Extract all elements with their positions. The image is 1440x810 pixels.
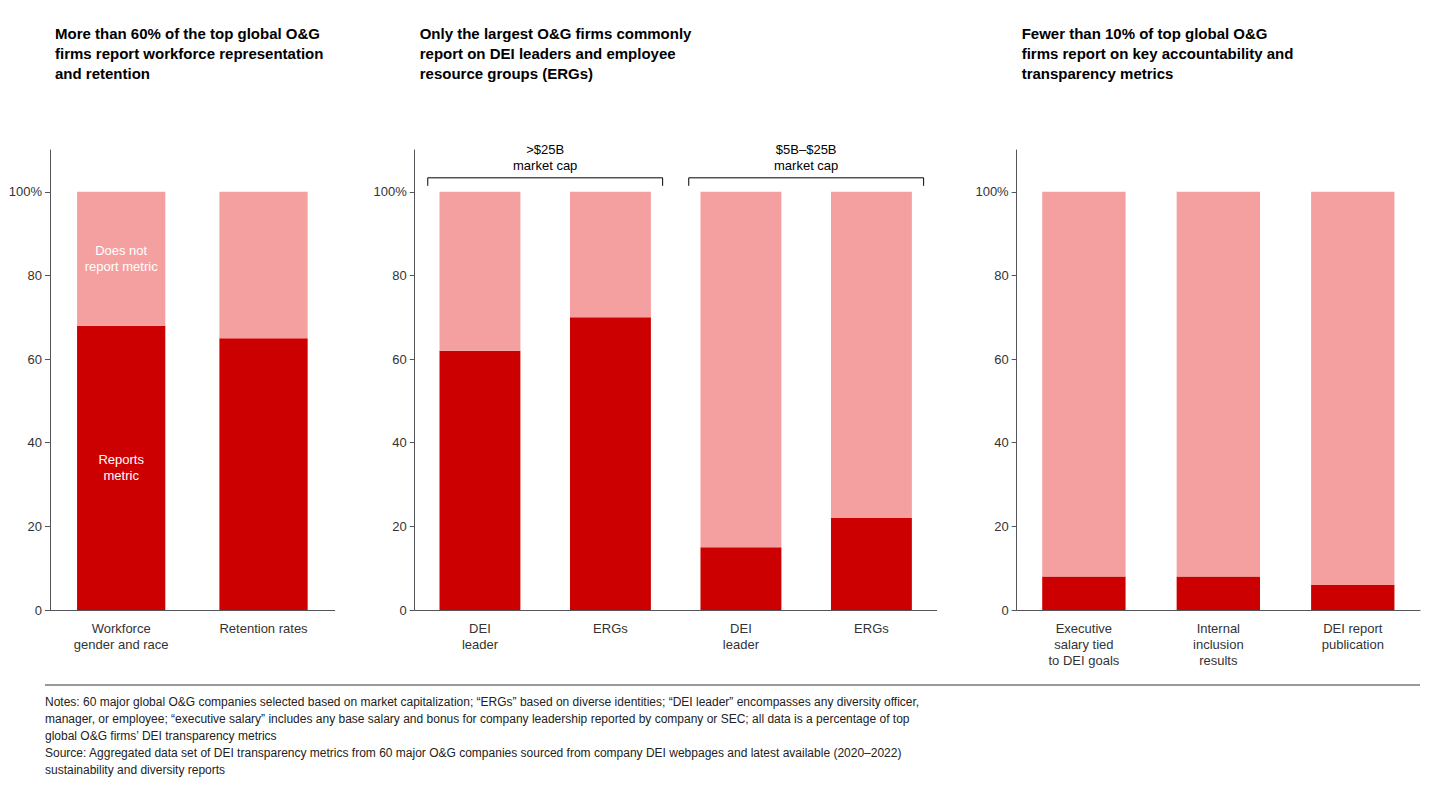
svg-text:Retention rates: Retention rates: [219, 621, 308, 636]
svg-text:$5B–$25B: $5B–$25B: [776, 142, 837, 157]
svg-text:0: 0: [1001, 603, 1008, 618]
svg-text:20: 20: [392, 519, 406, 534]
svg-text:and retention: and retention: [55, 65, 150, 82]
svg-text:transparency metrics: transparency metrics: [1022, 65, 1174, 82]
svg-text:40: 40: [392, 435, 406, 450]
svg-text:40: 40: [994, 435, 1008, 450]
svg-text:firms report on key accountabi: firms report on key accountability and: [1022, 45, 1294, 62]
svg-text:40: 40: [28, 435, 42, 450]
svg-text:to DEI goals: to DEI goals: [1048, 653, 1119, 668]
svg-text:0: 0: [35, 603, 42, 618]
svg-text:salary tied: salary tied: [1054, 637, 1113, 652]
svg-text:report on DEI leaders and empl: report on DEI leaders and employee: [420, 45, 676, 62]
svg-text:Source: Aggregated data set of: Source: Aggregated data set of DEI trans…: [45, 746, 901, 760]
svg-text:metric: metric: [103, 468, 139, 483]
svg-text:manager, or employee; “executi: manager, or employee; “executive salary”…: [45, 712, 910, 726]
svg-text:100%: 100%: [9, 184, 43, 199]
svg-text:Executive: Executive: [1056, 621, 1112, 636]
svg-text:firms report workforce represe: firms report workforce representation: [55, 45, 323, 62]
svg-text:ERGs: ERGs: [854, 621, 889, 636]
svg-text:60: 60: [994, 352, 1008, 367]
svg-text:20: 20: [994, 519, 1008, 534]
svg-text:results: results: [1199, 653, 1238, 668]
svg-text:100%: 100%: [373, 184, 407, 199]
svg-text:Workforce: Workforce: [92, 621, 151, 636]
svg-text:>$25B: >$25B: [526, 142, 564, 157]
svg-text:leader: leader: [723, 637, 760, 652]
svg-text:More than 60% of the top globa: More than 60% of the top global O&G: [55, 25, 320, 42]
svg-text:60: 60: [392, 352, 406, 367]
svg-text:20: 20: [28, 519, 42, 534]
svg-text:0: 0: [399, 603, 406, 618]
svg-text:inclusion: inclusion: [1193, 637, 1244, 652]
svg-text:report metric: report metric: [85, 259, 158, 274]
svg-text:ERGs: ERGs: [593, 621, 628, 636]
svg-text:Fewer than 10% of top global O: Fewer than 10% of top global O&G: [1022, 25, 1268, 42]
svg-text:gender and race: gender and race: [74, 637, 169, 652]
svg-text:global O&G firms’ DEI transpar: global O&G firms’ DEI transparency metri…: [45, 729, 277, 743]
svg-text:Does not: Does not: [95, 243, 147, 258]
svg-text:sustainability and diversity r: sustainability and diversity reports: [45, 763, 225, 777]
svg-text:market cap: market cap: [513, 158, 577, 173]
svg-text:Notes: 60 major global O&G com: Notes: 60 major global O&G companies sel…: [45, 695, 919, 709]
svg-text:80: 80: [994, 268, 1008, 283]
svg-text:80: 80: [392, 268, 406, 283]
svg-text:DEI: DEI: [469, 621, 491, 636]
svg-text:leader: leader: [462, 637, 499, 652]
svg-text:resource groups (ERGs): resource groups (ERGs): [420, 65, 593, 82]
svg-text:publication: publication: [1322, 637, 1384, 652]
svg-text:60: 60: [28, 352, 42, 367]
svg-text:80: 80: [28, 268, 42, 283]
svg-text:Internal: Internal: [1197, 621, 1240, 636]
svg-text:DEI: DEI: [730, 621, 752, 636]
svg-text:Only the largest O&G firms com: Only the largest O&G firms commonly: [420, 25, 692, 42]
svg-text:Reports: Reports: [98, 452, 144, 467]
svg-text:DEI report: DEI report: [1323, 621, 1383, 636]
svg-text:market cap: market cap: [774, 158, 838, 173]
svg-text:100%: 100%: [975, 184, 1009, 199]
